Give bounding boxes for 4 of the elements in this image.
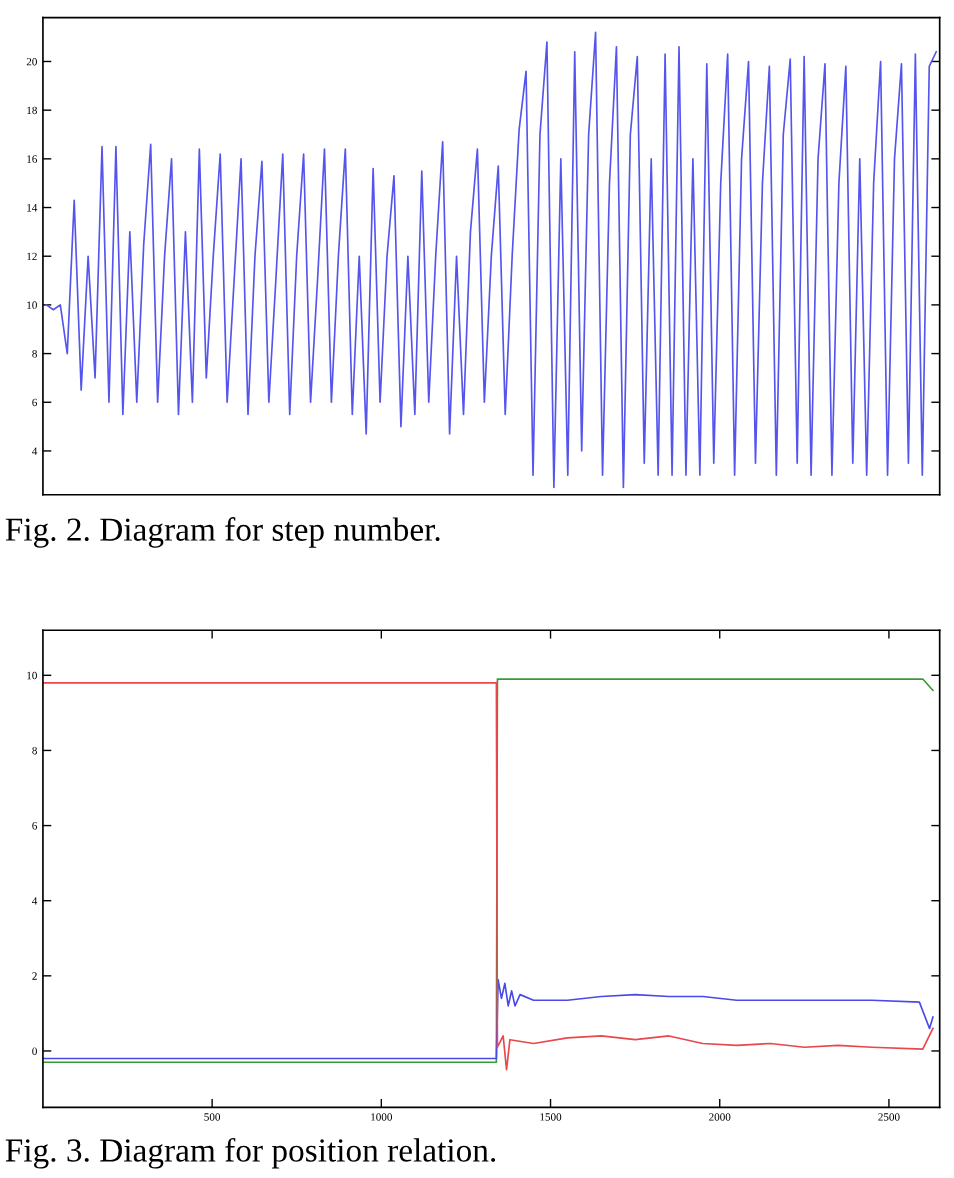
line-series bbox=[42, 978, 934, 1060]
caption: Fig. 2. Diagram for step number. bbox=[5, 517, 440, 548]
caption: Fig. 3. Diagram for position relation. bbox=[5, 1137, 496, 1169]
line-series bbox=[45, 31, 938, 489]
